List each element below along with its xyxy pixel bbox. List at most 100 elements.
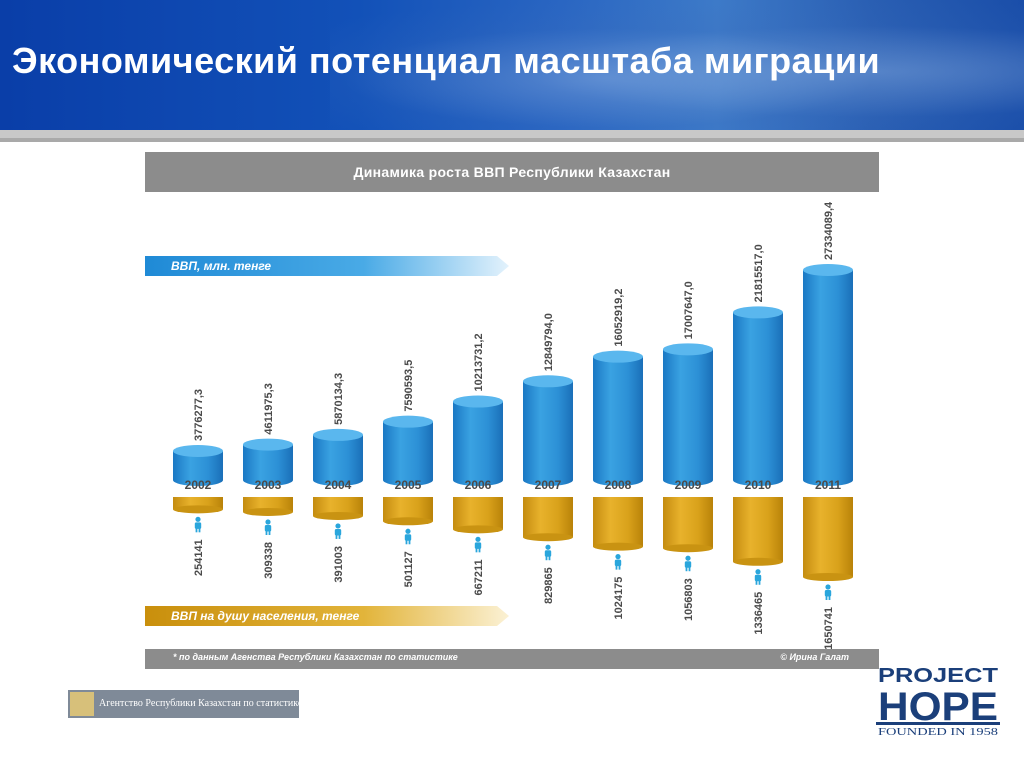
per-capita-legend-arrow: ВВП на душу населения, тенге <box>145 606 509 626</box>
person-icon-head <box>825 584 831 590</box>
per-capita-bar-bottom <box>243 507 293 516</box>
person-icon-leg <box>475 548 478 553</box>
person-icon <box>404 528 412 545</box>
per-capita-value-label: 1024175 <box>613 577 625 620</box>
header-divider-dark <box>0 138 1024 142</box>
person-icon <box>264 519 272 535</box>
person-icon-leg <box>335 534 338 539</box>
per-capita-value-label: 829865 <box>543 567 555 604</box>
person-icon-leg <box>545 556 548 561</box>
gdp-bar-top <box>383 415 433 428</box>
year-label: 2010 <box>745 478 772 492</box>
gdp-value-label: 10213731,2 <box>473 333 485 391</box>
gdp-value-label: 21815517,0 <box>753 244 765 302</box>
person-icon-body <box>404 534 412 541</box>
person-icon-body <box>264 524 272 532</box>
agency-emblem-icon <box>70 692 94 716</box>
per-capita-value-label: 254141 <box>193 539 205 576</box>
per-capita-bar <box>663 497 713 549</box>
year-label: 2003 <box>255 478 282 492</box>
per-capita-bar <box>803 497 853 577</box>
year-label: 2002 <box>185 478 212 492</box>
person-icon-body <box>824 590 832 597</box>
agency-logo-text: Агентство Республики Казахстан по статис… <box>99 698 303 709</box>
gdp-value-label: 16052919,2 <box>613 289 625 347</box>
person-icon-leg <box>828 596 831 600</box>
hope-logo-line2: HOPE <box>878 685 998 729</box>
person-icon-leg <box>755 580 758 585</box>
per-capita-value-label: 1650741 <box>823 607 835 650</box>
gdp-value-label: 5870134,3 <box>333 373 345 425</box>
person-icon-body <box>474 542 482 549</box>
person-icon-head <box>265 519 271 525</box>
per-capita-value-label: 501127 <box>403 551 415 587</box>
person-icon-head <box>545 544 551 550</box>
person-icon-leg <box>338 534 341 539</box>
gdp-legend-label: ВВП, млн. тенге <box>171 259 271 273</box>
gdp-bar-top <box>663 343 713 356</box>
person-icon-leg <box>758 580 761 585</box>
per-capita-bar <box>523 497 573 538</box>
gdp-bar-top <box>453 395 503 408</box>
person-icon-leg <box>405 540 408 545</box>
person-icon-leg <box>618 565 621 570</box>
person-icon-head <box>615 554 621 560</box>
gdp-bar-top <box>733 306 783 319</box>
slide-title: Экономический потенциал масштаба миграци… <box>12 40 881 81</box>
per-capita-bar-bottom <box>523 533 573 542</box>
gdp-bar <box>383 421 433 486</box>
gdp-bar-top <box>173 444 223 457</box>
year-label: 2005 <box>395 478 422 492</box>
person-icon-leg <box>478 548 481 553</box>
per-capita-bar-bottom <box>663 544 713 553</box>
per-capita-bar-bottom <box>593 542 643 551</box>
person-icon-body <box>754 574 762 582</box>
person-icon <box>334 523 342 539</box>
per-capita-bar-bottom <box>453 525 503 534</box>
gdp-value-label: 17007647,0 <box>683 281 695 339</box>
per-capita-bar <box>453 497 503 530</box>
person-icon-body <box>544 550 552 557</box>
gdp-value-label: 4611975,3 <box>263 383 275 434</box>
gdp-bar-top <box>313 428 363 441</box>
person-icon-leg <box>688 567 691 572</box>
person-icon-head <box>335 523 341 529</box>
gdp-bar <box>173 450 223 486</box>
chart-title-bar <box>145 152 879 192</box>
person-icon-leg <box>408 540 411 545</box>
year-label: 2008 <box>605 478 632 492</box>
chart-plot: 3776277,3 2002 254141 4611975,3 2003 309338 58… <box>173 201 853 650</box>
gdp-bar <box>733 312 783 486</box>
per-capita-value-label: 1056803 <box>683 578 695 621</box>
gdp-value-label: 12849794,0 <box>543 313 555 371</box>
project-hope-logo: PROJECT HOPE FOUNDED IN 1958 <box>876 665 1000 738</box>
per-capita-value-label: 667211 <box>473 559 485 595</box>
per-capita-bar-bottom <box>173 505 223 514</box>
year-label: 2006 <box>465 478 492 492</box>
person-icon <box>684 555 692 572</box>
per-capita-value-label: 1336465 <box>753 592 765 635</box>
gdp-legend-arrow: ВВП, млн. тенге <box>145 256 509 276</box>
gdp-bar-top <box>593 350 643 363</box>
per-capita-bar <box>733 497 783 562</box>
person-icon-leg <box>685 567 688 572</box>
gdp-bar <box>453 401 503 486</box>
gdp-value-label: 7590593,5 <box>403 360 415 412</box>
person-icon <box>754 569 762 585</box>
gdp-bar <box>803 270 853 486</box>
per-capita-bar-bottom <box>803 573 853 581</box>
gdp-chart: Динамика роста ВВП Республики Казахстан … <box>145 152 879 676</box>
year-label: 2007 <box>535 478 562 492</box>
per-capita-bar-bottom <box>313 511 363 520</box>
per-capita-bar <box>313 497 363 516</box>
person-icon <box>614 554 622 570</box>
gdp-bar-top <box>523 375 573 388</box>
person-icon-leg <box>825 596 828 600</box>
person-icon-leg <box>268 530 271 535</box>
person-icon-leg <box>615 565 618 570</box>
person-icon-head <box>685 555 691 561</box>
person-icon-body <box>334 528 342 536</box>
chart-credit: © Ирина Галат <box>780 652 849 662</box>
year-label: 2004 <box>325 478 352 492</box>
header-photo <box>330 0 1024 130</box>
